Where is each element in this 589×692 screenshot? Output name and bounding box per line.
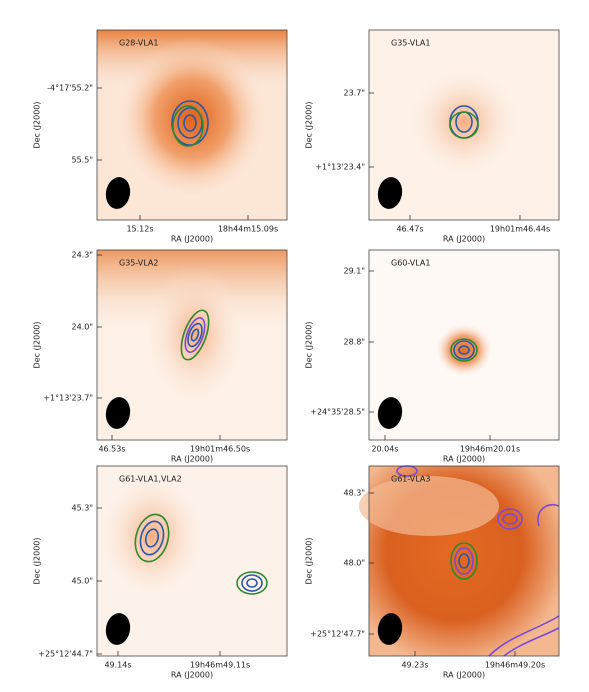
x-tick-label: 18h44m15.09s: [218, 225, 278, 234]
beam: [105, 397, 131, 429]
beam: [105, 613, 131, 645]
y-tick-label: 48.0": [344, 559, 366, 568]
y-tick-label: 55.5": [72, 156, 94, 165]
x-axis-label: RA (J2000): [443, 235, 485, 244]
contour: [184, 317, 206, 353]
frame: [368, 29, 560, 221]
y-tick-label: -4°17'55.2": [47, 84, 93, 93]
contour: [236, 571, 268, 595]
x-tick-label: 15.12s: [126, 225, 153, 234]
emission: [97, 471, 207, 601]
y-axis-label: Dec (J2000): [305, 102, 314, 149]
panel: G60-VLA1 29.1" 28.8" +24°35'28.5" 20.04s 19h4…: [305, 249, 560, 464]
contour: [241, 574, 263, 592]
y-tick-label: 45.0": [72, 577, 94, 586]
x-axis-label: RA (J2000): [171, 235, 213, 244]
y-axis-label: Dec (J2000): [33, 322, 42, 369]
x-tick-label: 19h01m46.50s: [190, 445, 250, 454]
x-tick-label: 46.47s: [396, 225, 423, 234]
emission: [359, 476, 499, 536]
x-axis-label: RA (J2000): [443, 671, 485, 680]
x-tick-label: 19h01m46.44s: [490, 225, 550, 234]
contour: [187, 322, 203, 348]
panel-label: G61-VLA1,VLA2: [119, 475, 182, 484]
emission: [145, 265, 245, 405]
y-tick-label: +24°35'28.5": [310, 408, 365, 417]
panel: G28-VLA1 -4°17'55.2" 55.5" 15.12s 18h44m15.0…: [33, 29, 288, 244]
frame: [96, 249, 288, 441]
beam: [377, 613, 403, 645]
beam: [105, 177, 131, 209]
x-axis-label: RA (J2000): [171, 455, 213, 464]
x-tick-label: 49.14s: [104, 661, 131, 670]
contour: [172, 105, 204, 147]
contour: [180, 309, 210, 361]
contour: [449, 111, 479, 139]
y-tick-label: 48.3": [344, 489, 366, 498]
y-axis-label: Dec (J2000): [305, 322, 314, 369]
x-axis-label: RA (J2000): [171, 671, 213, 680]
x-tick-label: 46.53s: [98, 445, 125, 454]
x-tick-label: 19h46m20.01s: [460, 445, 520, 454]
y-tick-label: +1°13'23.7": [43, 394, 93, 403]
panel-label: G35-VLA2: [119, 259, 158, 268]
y-tick-label: 29.1": [344, 267, 366, 276]
contour: [246, 578, 258, 588]
emission: [434, 322, 494, 378]
y-tick-label: 24.0": [72, 323, 94, 332]
x-tick-label: 20.04s: [371, 445, 398, 454]
y-tick-label: +25°12'47.7": [310, 630, 365, 639]
frame: [368, 465, 560, 657]
panel-label: G28-VLA1: [119, 39, 158, 48]
panel-label: G35-VLA1: [391, 39, 430, 48]
beam: [377, 397, 403, 429]
contour: [454, 547, 474, 575]
contour: [453, 340, 475, 360]
frame: [96, 465, 288, 657]
contour: [171, 100, 209, 146]
contour: [458, 553, 470, 569]
x-axis-label: RA (J2000): [443, 455, 485, 464]
contour: [458, 345, 470, 355]
y-tick-label: +25°12'44.7": [38, 650, 93, 659]
y-axis-label: Dec (J2000): [305, 538, 314, 585]
emission: [409, 67, 519, 177]
panel: G61-VLA3 48.3" 48.0" +25°12'47.7" 49.23s 19h4…: [305, 465, 560, 680]
contour: [144, 528, 160, 548]
beam: [377, 177, 403, 209]
contour: [502, 513, 518, 525]
x-tick-label: 19h46m49.11s: [190, 661, 250, 670]
contour: [450, 542, 478, 580]
frame: [368, 249, 560, 441]
contour: [190, 328, 200, 342]
y-tick-label: +1°13'23.4": [315, 163, 365, 172]
frame: [96, 29, 288, 221]
y-tick-label: 45.3": [72, 504, 94, 513]
x-tick-label: 19h46m49.20s: [485, 661, 545, 670]
y-tick-label: 28.8": [344, 338, 366, 347]
y-tick-label: 24.3": [72, 251, 94, 260]
panel: G35-VLA2 24.3" 24.0" +1°13'23.7" 46.53s 19h01…: [33, 249, 288, 464]
contour: [497, 508, 523, 530]
panel-label: G61-VLA3: [391, 475, 430, 484]
contour: [488, 504, 560, 657]
panel: G35-VLA1 23.7" +1°13'23.4" 46.47s 19h01m46.4…: [305, 29, 560, 244]
panel: G61-VLA1,VLA2 45.3" 45.0" +25°12'44.7" 49.14…: [33, 465, 288, 680]
y-axis-label: Dec (J2000): [33, 538, 42, 585]
y-axis-label: Dec (J2000): [33, 102, 42, 149]
contour: [134, 513, 170, 563]
contour: [183, 114, 197, 132]
emission: [117, 38, 267, 198]
contour: [450, 338, 478, 362]
contour: [177, 107, 203, 139]
y-tick-label: 23.7": [344, 89, 366, 98]
x-tick-label: 49.23s: [401, 661, 428, 670]
contour: [139, 520, 165, 556]
panel-label: G60-VLA1: [391, 259, 430, 268]
